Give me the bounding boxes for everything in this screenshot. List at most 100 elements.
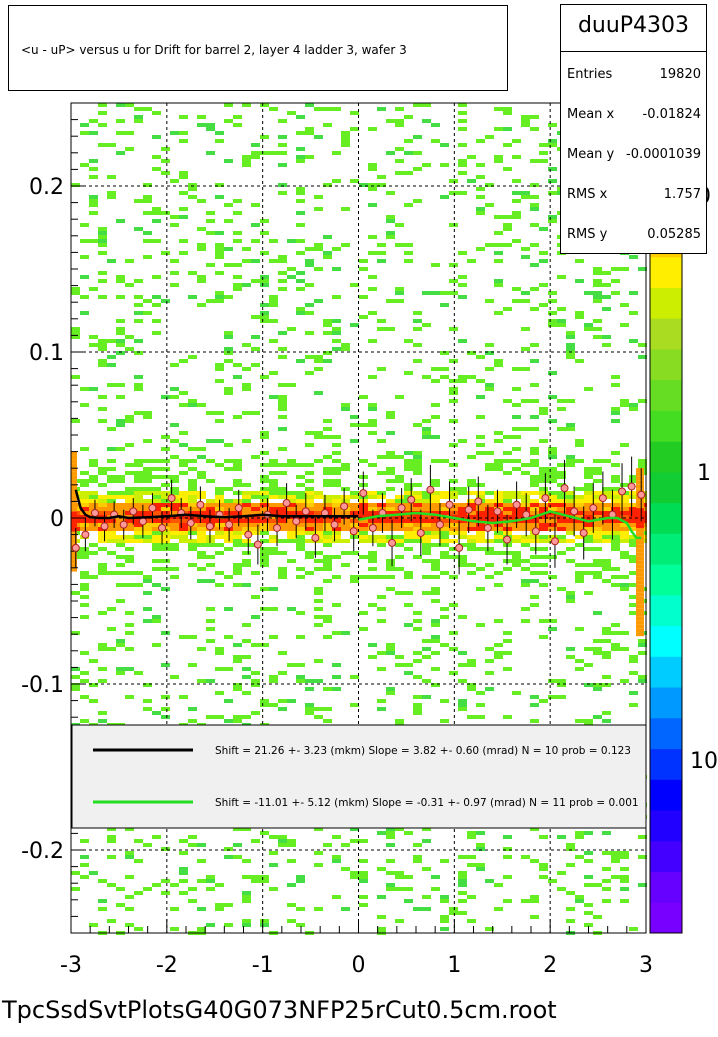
hist-cell	[629, 535, 638, 539]
hist-cell	[440, 615, 449, 619]
hist-cell	[629, 479, 638, 483]
hist-cell	[386, 511, 395, 515]
hist-cell	[125, 907, 134, 911]
hist-cell	[161, 495, 170, 499]
hist-cell	[323, 351, 332, 355]
hist-cell	[512, 367, 521, 371]
hist-cell	[269, 303, 278, 307]
hist-cell	[539, 867, 548, 871]
hist-cell	[377, 651, 386, 655]
hist-cell	[98, 347, 107, 351]
hist-cell	[521, 855, 530, 859]
hist-cell	[566, 891, 575, 895]
hist-cell	[422, 867, 431, 871]
hist-cell	[575, 831, 584, 835]
hist-cell	[98, 611, 107, 615]
hist-cell	[224, 203, 233, 207]
hist-cell	[179, 535, 188, 539]
hist-cell	[161, 663, 170, 667]
hist-cell	[233, 519, 242, 523]
hist-cell	[188, 507, 197, 511]
hist-cell	[287, 459, 296, 463]
hist-cell	[503, 715, 512, 719]
hist-cell	[638, 639, 647, 643]
hist-cell	[620, 507, 629, 511]
hist-cell	[530, 899, 539, 903]
hist-cell	[287, 531, 296, 535]
hist-cell	[494, 551, 503, 555]
hist-cell	[116, 507, 125, 511]
hist-cell	[413, 703, 422, 707]
profile-point	[589, 504, 598, 513]
hist-cell	[467, 563, 476, 567]
profile-point	[359, 489, 368, 498]
hist-cell	[386, 455, 395, 459]
hist-cell	[179, 879, 188, 883]
hist-cell	[323, 635, 332, 639]
hist-cell	[620, 587, 629, 591]
hist-cell	[179, 839, 188, 843]
hist-cell	[431, 415, 440, 419]
hist-cell	[323, 843, 332, 847]
hist-cell	[206, 715, 215, 719]
hist-cell	[206, 123, 215, 127]
hist-cell	[440, 919, 449, 923]
hist-cell	[512, 199, 521, 203]
hist-cell	[422, 539, 431, 543]
hist-cell	[296, 131, 305, 135]
hist-cell	[368, 555, 377, 559]
profile-point	[71, 543, 80, 552]
hist-cell	[395, 495, 404, 499]
hist-cell	[215, 535, 224, 539]
hist-cell	[170, 531, 179, 535]
hist-cell	[575, 571, 584, 575]
hist-cell	[314, 607, 323, 611]
hist-cell	[98, 231, 107, 235]
hist-cell	[143, 511, 152, 515]
profile-point	[253, 540, 262, 549]
hist-cell	[431, 667, 440, 671]
hist-cell	[557, 499, 566, 503]
hist-cell	[305, 711, 314, 715]
hist-cell	[116, 419, 125, 423]
hist-cell	[314, 367, 323, 371]
hist-cell	[215, 907, 224, 911]
hist-cell	[233, 123, 242, 127]
hist-cell	[134, 295, 143, 299]
hist-cell	[530, 451, 539, 455]
hist-cell	[636, 572, 644, 577]
hist-cell	[386, 235, 395, 239]
hist-cell	[503, 631, 512, 635]
profile-point	[455, 543, 464, 552]
hist-cell	[98, 471, 107, 475]
hist-cell	[359, 515, 368, 519]
hist-cell	[224, 103, 233, 107]
hist-cell	[323, 615, 332, 619]
hist-cell	[332, 855, 341, 859]
hist-cell	[125, 419, 134, 423]
hist-cell	[575, 895, 584, 899]
hist-cell	[296, 147, 305, 151]
profile-point	[570, 507, 579, 516]
legend-entry-text: Shift = 21.26 +- 3.23 (mkm) Slope = 3.82…	[215, 745, 631, 757]
hist-cell	[503, 847, 512, 851]
hist-cell	[125, 555, 134, 559]
hist-cell	[179, 515, 188, 519]
hist-cell	[98, 507, 107, 511]
hist-cell	[413, 523, 422, 527]
hist-cell	[278, 495, 287, 499]
hist-cell	[368, 311, 377, 315]
hist-cell	[422, 519, 431, 523]
hist-cell	[620, 851, 629, 855]
hist-cell	[215, 583, 224, 587]
hist-cell	[278, 427, 287, 431]
hist-cell	[350, 283, 359, 287]
hist-cell	[404, 535, 413, 539]
hist-cell	[494, 495, 503, 499]
hist-cell	[215, 883, 224, 887]
hist-cell	[395, 243, 404, 247]
hist-cell	[242, 507, 251, 511]
hist-cell	[629, 671, 638, 675]
hist-cell	[242, 551, 251, 555]
hist-cell	[458, 535, 467, 539]
